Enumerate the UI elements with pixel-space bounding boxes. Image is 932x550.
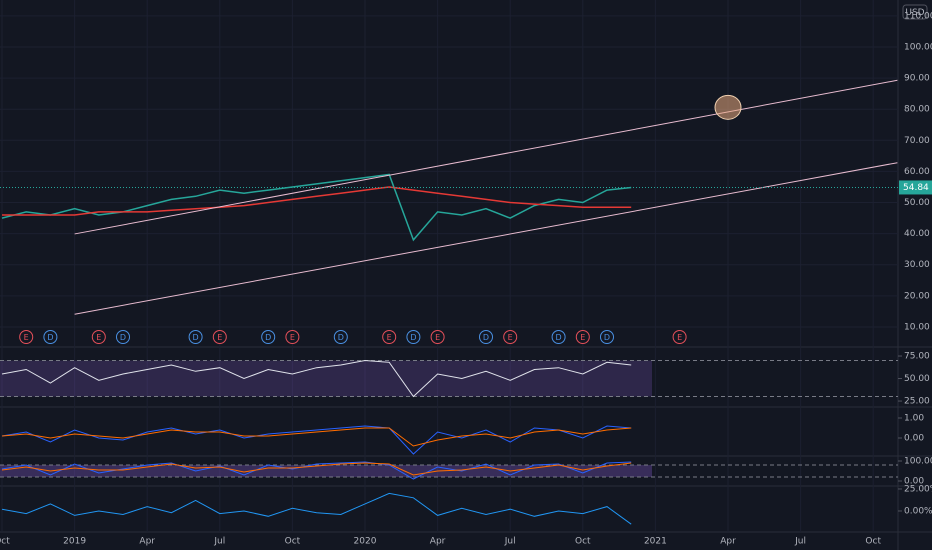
trendline <box>74 79 898 235</box>
series-line <box>1 425 632 455</box>
y-tick-label: 40.00 <box>904 229 930 239</box>
x-tick-label: Jul <box>794 537 806 547</box>
x-tick-label: 2021 <box>644 537 667 547</box>
y-tick-label: 25.00% <box>904 484 932 494</box>
event-label: E <box>677 333 682 342</box>
event-label: E <box>24 333 29 342</box>
x-tick-label: Oct <box>865 537 881 547</box>
last-price-box <box>899 180 932 195</box>
event-marker <box>91 330 106 344</box>
event-marker <box>479 330 493 344</box>
y-tick-label: 1.00 <box>904 414 924 424</box>
indicator-band <box>0 360 652 397</box>
y-tick-label: 60.00 <box>904 167 930 177</box>
event-label: E <box>290 333 295 342</box>
y-tick-label: 20.00 <box>904 291 930 301</box>
x-tick-label: Jul <box>504 537 516 547</box>
y-tick-label: 50.00 <box>904 374 930 384</box>
y-tick-label: 0.00% <box>904 506 932 516</box>
y-tick-label: 0.00 <box>904 477 924 487</box>
y-tick-label: 75.00 <box>904 352 930 362</box>
y-tick-label: 30.00 <box>904 260 930 270</box>
event-marker <box>188 330 203 344</box>
event-marker <box>212 330 227 344</box>
event-label: E <box>96 333 101 342</box>
y-tick-label: 80.00 <box>904 105 930 115</box>
series-line <box>1 461 632 480</box>
event-label: E <box>217 333 222 342</box>
event-label: D <box>338 333 344 342</box>
event-label: D <box>193 333 199 342</box>
series-line <box>1 492 632 525</box>
event-label: D <box>410 333 416 342</box>
series-line <box>1 427 632 447</box>
event-label: E <box>387 333 392 342</box>
currency-button[interactable] <box>902 4 928 20</box>
currency-label[interactable]: USD <box>905 8 924 18</box>
y-tick-label: 100.00 <box>904 457 932 467</box>
event-label: D <box>265 333 271 342</box>
ellipse-annotation <box>714 94 742 120</box>
x-tick-label: Apr <box>430 537 446 547</box>
x-tick-label: Oct <box>285 537 301 547</box>
x-tick-label: Jul <box>213 537 225 547</box>
y-tick-label: 25.00 <box>904 397 930 407</box>
event-label: D <box>483 333 489 342</box>
event-marker <box>672 330 687 344</box>
event-marker <box>575 330 590 344</box>
event-label: E <box>580 333 585 342</box>
event-marker <box>551 330 566 344</box>
event-label: E <box>508 333 513 342</box>
event-marker <box>43 330 58 344</box>
event-label: D <box>604 333 610 342</box>
y-tick-label: 110.00 <box>904 11 932 21</box>
event-label: D <box>556 333 562 342</box>
series-line <box>2 186 632 216</box>
trendline <box>74 162 898 315</box>
event-marker <box>430 330 445 344</box>
x-tick-label: Oct <box>575 537 591 547</box>
y-tick-label: 70.00 <box>904 136 930 146</box>
series-line <box>1 359 632 398</box>
event-marker <box>333 330 348 344</box>
x-tick-label: 2020 <box>354 537 377 547</box>
series-line <box>1 462 632 476</box>
indicator-band <box>0 465 652 477</box>
event-label: E <box>435 333 440 342</box>
event-marker <box>406 330 421 344</box>
x-tick-label: Apr <box>720 537 736 547</box>
event-marker <box>116 330 130 344</box>
event-marker <box>285 330 300 344</box>
y-tick-label: 0.00 <box>904 434 924 444</box>
x-tick-label: 2019 <box>63 537 86 547</box>
y-tick-label: 90.00 <box>904 74 930 84</box>
x-tick-label: Apr <box>139 537 155 547</box>
x-tick-label: Oct <box>0 537 10 547</box>
event-marker <box>600 330 614 344</box>
event-label: D <box>47 333 53 342</box>
event-marker <box>261 330 276 344</box>
y-tick-label: 10.00 <box>904 322 930 332</box>
y-tick-label: 50.00 <box>904 198 930 208</box>
event-marker <box>382 330 397 344</box>
y-tick-label: 100.00 <box>904 42 932 52</box>
event-label: D <box>120 333 126 342</box>
event-marker <box>19 330 34 344</box>
last-price-label: 54.84 <box>903 183 929 193</box>
series-line <box>1 173 632 242</box>
event-marker <box>503 330 518 344</box>
